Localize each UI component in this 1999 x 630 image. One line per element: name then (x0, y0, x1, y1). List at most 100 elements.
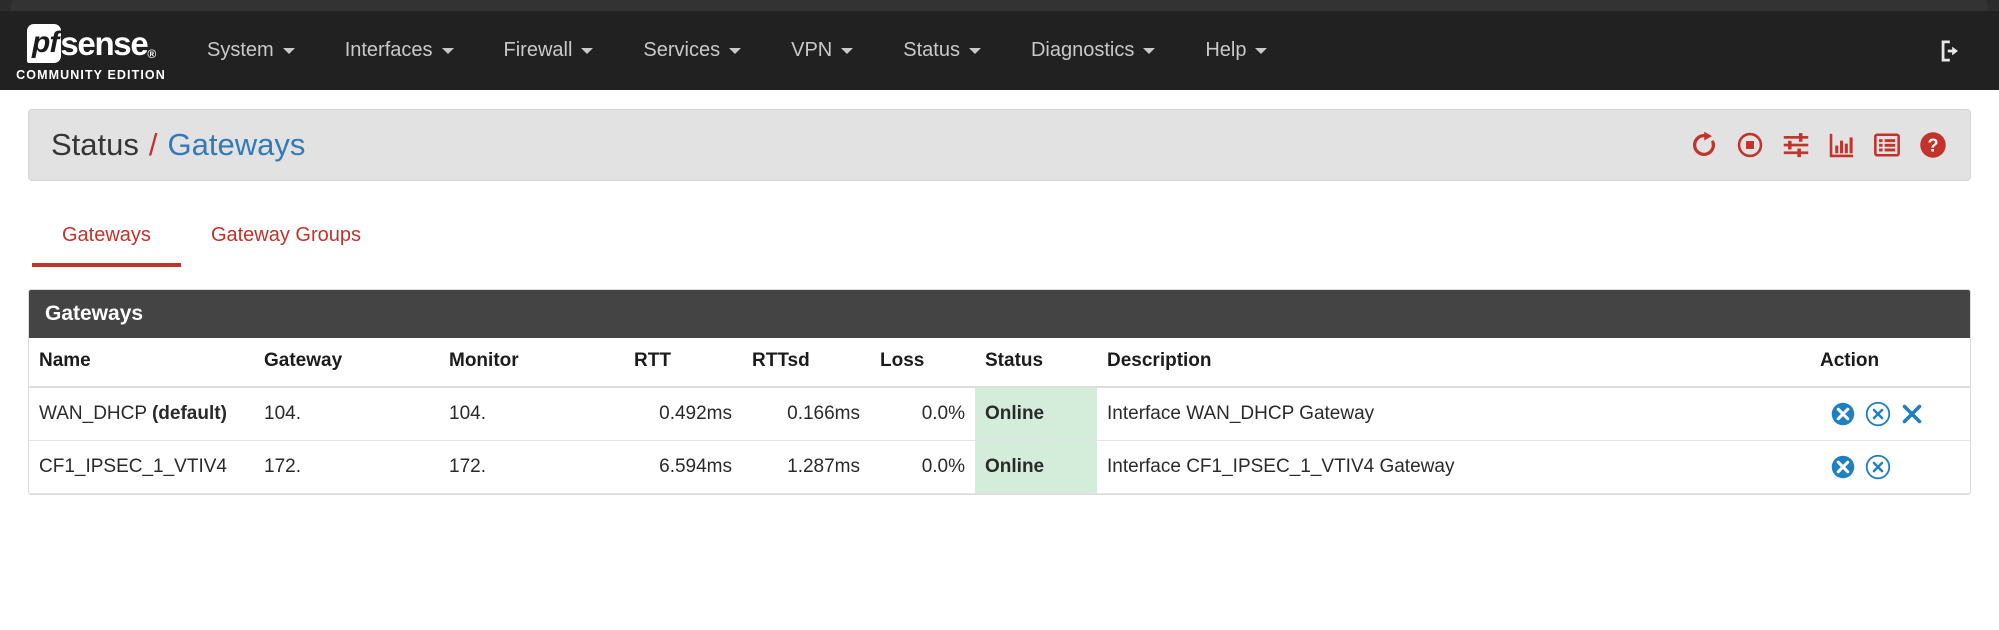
redaction-box (301, 401, 420, 427)
chevron-down-icon (581, 47, 594, 54)
gateway-name: WAN_DHCP (39, 403, 147, 424)
cell-name: CF1_IPSEC_1_VTIV4 (29, 440, 254, 494)
nav-item-diagnostics[interactable]: Diagnostics (1006, 11, 1180, 90)
gateway-address-wrap: 172. (264, 454, 429, 480)
nav-item-help[interactable]: Help (1180, 11, 1292, 90)
brand-word: sense® (60, 25, 156, 62)
disable-gateway-icon[interactable] (1830, 454, 1856, 480)
breadcrumb-icon-toolbar: ? (1689, 130, 1948, 160)
chevron-down-icon (1255, 47, 1268, 54)
tab-gateway-groups[interactable]: Gateway Groups (210, 224, 362, 246)
row-action-group (1830, 401, 1944, 427)
brand-registered: ® (147, 47, 156, 61)
main-navbar: pf sense® COMMUNITY EDITION System Interf… (0, 11, 1999, 90)
pfsense-logo[interactable]: pf sense® COMMUNITY EDITION (0, 11, 182, 90)
cell-rttsd: 0.166ms (742, 387, 870, 441)
nav-item-label: Help (1205, 39, 1247, 61)
table-row[interactable]: WAN_DHCP (default) 104. 104. 0.492ms 0.1… (29, 387, 1970, 441)
nav-item-label: Status (903, 39, 960, 61)
cell-rtt: 6.594ms (624, 440, 742, 494)
nav-item-vpn[interactable]: VPN (766, 11, 878, 90)
delete-icon[interactable] (1900, 402, 1924, 426)
chevron-down-icon (968, 47, 981, 54)
cell-rtt: 0.492ms (624, 387, 742, 441)
page-title: Gateways (167, 127, 306, 162)
mark-down-icon[interactable] (1865, 401, 1891, 427)
monitor-address-wrap: 104. (449, 401, 614, 427)
cell-monitor: 172. (439, 440, 624, 494)
column-header-action: Action (1820, 338, 1970, 388)
column-header-monitor: Monitor (439, 338, 624, 388)
chevron-down-icon (282, 47, 295, 54)
column-header-description: Description (1097, 338, 1820, 388)
disable-gateway-icon[interactable] (1830, 401, 1856, 427)
list-icon[interactable] (1873, 131, 1901, 159)
cell-rttsd: 1.287ms (742, 440, 870, 494)
redaction-box (301, 454, 420, 480)
nav-item-firewall[interactable]: Firewall (479, 11, 619, 90)
gateways-table: Name Gateway Monitor RTT RTTsd Loss Stat… (29, 338, 1970, 494)
gateway-name: CF1_IPSEC_1_VTIV4 (39, 456, 227, 477)
svg-text:?: ? (1927, 136, 1938, 156)
breadcrumb: Status / Gateways (51, 127, 305, 163)
logout-icon (1941, 40, 1958, 61)
table-header-row: Name Gateway Monitor RTT RTTsd Loss Stat… (29, 338, 1970, 388)
cell-gateway: 104. (254, 387, 439, 441)
nav-item-label: Services (643, 39, 721, 61)
stop-icon[interactable] (1736, 131, 1764, 159)
chevron-down-icon (841, 47, 854, 54)
gateway-address: 172. (264, 456, 301, 477)
column-header-rtt: RTT (624, 338, 742, 388)
nav-item-label: VPN (791, 39, 833, 61)
cell-monitor: 104. (439, 387, 624, 441)
page-content: Status / Gateways (0, 109, 1999, 495)
monitor-address-wrap: 172. (449, 454, 614, 480)
nav-item-services[interactable]: Services (618, 11, 766, 90)
brand-subtitle: COMMUNITY EDITION (16, 67, 166, 82)
redaction-box (486, 401, 605, 427)
tab-bar: Gateways Gateway Groups (28, 213, 1971, 267)
window-top-strip (0, 0, 1999, 11)
brand-mark: pf (27, 24, 62, 63)
breadcrumb-card: Status / Gateways (28, 109, 1971, 181)
brand-logo-row: pf sense® (27, 24, 156, 64)
cell-loss: 0.0% (870, 440, 975, 494)
nav-item-interfaces[interactable]: Interfaces (320, 11, 479, 90)
nav-item-label: Firewall (503, 39, 573, 61)
monitor-address: 172. (449, 456, 486, 477)
column-header-loss: Loss (870, 338, 975, 388)
panel-title: Gateways (29, 290, 1970, 338)
cell-name: WAN_DHCP (default) (29, 387, 254, 441)
logout-button[interactable] (1937, 37, 1965, 65)
table-row[interactable]: CF1_IPSEC_1_VTIV4 172. 172. 6.594ms 1.28… (29, 440, 1970, 494)
nav-item-label: System (207, 39, 274, 61)
redaction-box (486, 454, 605, 480)
breadcrumb-separator: / (148, 127, 158, 162)
column-header-gateway: Gateway (254, 338, 439, 388)
gateway-default-badge: (default) (151, 403, 227, 424)
top-strip-inner (11, 0, 1988, 11)
cell-description: Interface WAN_DHCP Gateway (1097, 387, 1820, 441)
gateways-panel: Gateways Name Gateway Monitor RTT RTTsd … (28, 289, 1971, 495)
gateway-address-wrap: 104. (264, 401, 429, 427)
cell-loss: 0.0% (870, 387, 975, 441)
chevron-down-icon (1143, 47, 1156, 54)
sliders-icon[interactable] (1781, 131, 1811, 159)
mark-down-icon[interactable] (1865, 454, 1891, 480)
nav-item-system[interactable]: System (182, 11, 320, 90)
cell-actions (1820, 387, 1970, 441)
help-icon[interactable]: ? (1918, 130, 1948, 160)
breadcrumb-root[interactable]: Status (51, 127, 139, 162)
status-badge: Online (975, 387, 1097, 441)
chevron-down-icon (441, 47, 454, 54)
bar-chart-icon[interactable] (1828, 131, 1856, 159)
gateway-address: 104. (264, 403, 301, 424)
nav-item-status[interactable]: Status (878, 11, 1006, 90)
column-header-name: Name (29, 338, 254, 388)
nav-item-label: Interfaces (344, 39, 433, 61)
tab-gateways[interactable]: Gateways (32, 224, 181, 267)
cell-description: Interface CF1_IPSEC_1_VTIV4 Gateway (1097, 440, 1820, 494)
column-header-status: Status (975, 338, 1097, 388)
table-body: WAN_DHCP (default) 104. 104. 0.492ms 0.1… (29, 387, 1970, 494)
refresh-icon[interactable] (1689, 130, 1719, 160)
